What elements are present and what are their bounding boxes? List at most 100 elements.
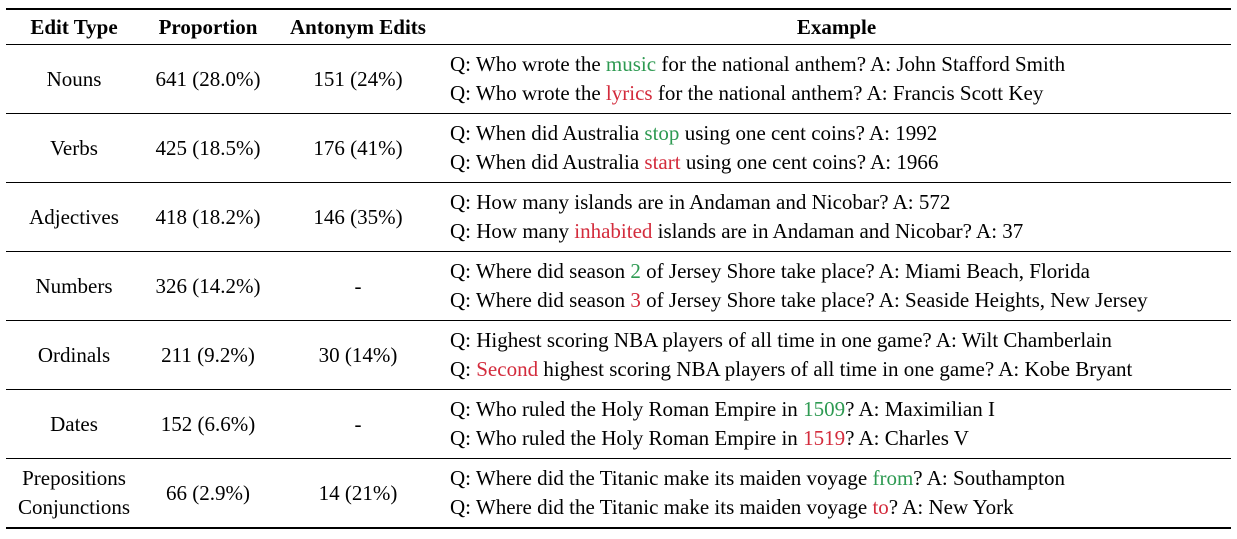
antonym-edits-cell: 176 (41%): [274, 113, 442, 183]
table-row: Prepositions Conjunctions 66 (2.9%) 14 (…: [6, 458, 1231, 529]
example-text: Q: Who ruled the Holy Roman Empire in: [450, 397, 804, 421]
example-text: Q: Where did season: [450, 259, 631, 283]
example-text: Q: How many islands are in Andaman and N…: [450, 190, 951, 214]
example-question-original: Q: When did Australia stop using one cen…: [450, 119, 1227, 148]
table-row: Dates 152 (6.6%) - Q: Who ruled the Holy…: [6, 389, 1231, 459]
original-word: 2: [630, 259, 641, 283]
example-text: using one cent coins? A: 1992: [679, 121, 938, 145]
edit-type-cell: Numbers: [6, 251, 142, 321]
edited-word: start: [644, 150, 681, 174]
edit-type-label: Ordinals: [37, 342, 111, 367]
example-text: using one cent coins? A: 1966: [680, 150, 939, 174]
header-row: Edit Type Proportion Antonym Edits Examp…: [6, 8, 1231, 45]
edited-word: to: [872, 495, 889, 519]
edited-word: 3: [630, 288, 641, 312]
example-question-original: Q: Where did season 2 of Jersey Shore ta…: [450, 257, 1227, 286]
example-text: for the national anthem? A: Francis Scot…: [652, 81, 1044, 105]
example-cell: Q: Who wrote the music for the national …: [442, 44, 1231, 114]
header-antonym-edits: Antonym Edits: [274, 8, 442, 45]
example-question-edited: Q: Second highest scoring NBA players of…: [450, 355, 1227, 384]
antonym-edits-cell: 151 (24%): [274, 44, 442, 114]
example-text: Q: When did Australia: [450, 121, 645, 145]
proportion-cell: 425 (18.5%): [142, 113, 274, 183]
example-question-edited: Q: Where did the Titanic make its maiden…: [450, 493, 1227, 522]
example-text: islands are in Andaman and Nicobar? A: 3…: [652, 219, 1024, 243]
edit-type-label: Adjectives: [29, 204, 119, 229]
edit-type-label: Dates: [50, 411, 98, 436]
original-word: from: [872, 466, 914, 490]
example-text: Q: Highest scoring NBA players of all ti…: [450, 328, 1112, 352]
antonym-edits-cell: -: [274, 389, 442, 459]
example-text: Q: When did Australia: [450, 150, 645, 174]
example-question-original: Q: Highest scoring NBA players of all ti…: [450, 326, 1227, 355]
original-word: music: [605, 52, 657, 76]
example-text: ? A: Charles V: [845, 426, 969, 450]
original-word: stop: [644, 121, 680, 145]
edit-type-label: Nouns: [46, 66, 102, 91]
edit-type-label: Verbs: [50, 135, 98, 160]
edit-type-cell: Verbs: [6, 113, 142, 183]
example-question-edited: Q: Who wrote the lyrics for the national…: [450, 79, 1227, 108]
example-cell: Q: Where did the Titanic make its maiden…: [442, 458, 1231, 529]
example-cell: Q: When did Australia stop using one cen…: [442, 113, 1231, 183]
proportion-cell: 326 (14.2%): [142, 251, 274, 321]
table-row: Ordinals 211 (9.2%) 30 (14%) Q: Highest …: [6, 320, 1231, 390]
edit-type-cell: Nouns: [6, 44, 142, 114]
header-proportion: Proportion: [142, 8, 274, 45]
table-row: Numbers 326 (14.2%) - Q: Where did seaso…: [6, 251, 1231, 321]
example-question-original: Q: Who wrote the music for the national …: [450, 50, 1227, 79]
example-text: Q: Who wrote the: [450, 52, 606, 76]
edit-type-cell: Adjectives: [6, 182, 142, 252]
table-row: Nouns 641 (28.0%) 151 (24%) Q: Who wrote…: [6, 44, 1231, 114]
example-text: Q: Who ruled the Holy Roman Empire in: [450, 426, 804, 450]
example-text: Q: How many: [450, 219, 575, 243]
example-text: Q: Where did the Titanic make its maiden…: [450, 495, 873, 519]
header-example: Example: [442, 8, 1231, 45]
edit-type-cell: Dates: [6, 389, 142, 459]
example-question-original: Q: How many islands are in Andaman and N…: [450, 188, 1227, 217]
edit-type-label: Prepositions: [22, 466, 126, 490]
edit-type-table: Edit Type Proportion Antonym Edits Examp…: [6, 8, 1231, 529]
edited-word: Second: [476, 357, 539, 381]
antonym-edits-cell: 146 (35%): [274, 182, 442, 252]
example-question-original: Q: Who ruled the Holy Roman Empire in 15…: [450, 395, 1227, 424]
example-cell: Q: How many islands are in Andaman and N…: [442, 182, 1231, 252]
example-cell: Q: Who ruled the Holy Roman Empire in 15…: [442, 389, 1231, 459]
proportion-cell: 418 (18.2%): [142, 182, 274, 252]
example-text: ? A: Southampton: [913, 466, 1065, 490]
example-question-original: Q: Where did the Titanic make its maiden…: [450, 464, 1227, 493]
header-edit-type: Edit Type: [6, 8, 142, 45]
edited-word: 1519: [803, 426, 846, 450]
table-row: Verbs 425 (18.5%) 176 (41%) Q: When did …: [6, 113, 1231, 183]
proportion-cell: 152 (6.6%): [142, 389, 274, 459]
example-text: Q:: [450, 357, 477, 381]
example-text: of Jersey Shore take place? A: Miami Bea…: [640, 259, 1090, 283]
antonym-edits-cell: -: [274, 251, 442, 321]
example-question-edited: Q: How many inhabited islands are in And…: [450, 217, 1227, 246]
original-word: 1509: [803, 397, 846, 421]
example-text: ? A: New York: [888, 495, 1014, 519]
edited-word: inhabited: [574, 219, 653, 243]
example-question-edited: Q: When did Australia start using one ce…: [450, 148, 1227, 177]
antonym-edits-cell: 14 (21%): [274, 458, 442, 529]
edit-type-cell: Prepositions Conjunctions: [6, 458, 142, 529]
example-text: for the national anthem? A: John Staffor…: [656, 52, 1066, 76]
proportion-cell: 66 (2.9%): [142, 458, 274, 529]
example-question-edited: Q: Who ruled the Holy Roman Empire in 15…: [450, 424, 1227, 453]
example-text: ? A: Maximilian I: [845, 397, 995, 421]
example-text: Q: Where did the Titanic make its maiden…: [450, 466, 873, 490]
edited-word: lyrics: [605, 81, 653, 105]
antonym-edits-cell: 30 (14%): [274, 320, 442, 390]
edit-type-label: Conjunctions: [17, 495, 130, 519]
edit-type-label: Numbers: [35, 273, 113, 298]
example-text: of Jersey Shore take place? A: Seaside H…: [640, 288, 1148, 312]
example-text: Q: Where did season: [450, 288, 631, 312]
example-cell: Q: Highest scoring NBA players of all ti…: [442, 320, 1231, 390]
example-cell: Q: Where did season 2 of Jersey Shore ta…: [442, 251, 1231, 321]
example-text: Q: Who wrote the: [450, 81, 606, 105]
proportion-cell: 641 (28.0%): [142, 44, 274, 114]
example-question-edited: Q: Where did season 3 of Jersey Shore ta…: [450, 286, 1227, 315]
table-row: Adjectives 418 (18.2%) 146 (35%) Q: How …: [6, 182, 1231, 252]
edit-type-cell: Ordinals: [6, 320, 142, 390]
proportion-cell: 211 (9.2%): [142, 320, 274, 390]
